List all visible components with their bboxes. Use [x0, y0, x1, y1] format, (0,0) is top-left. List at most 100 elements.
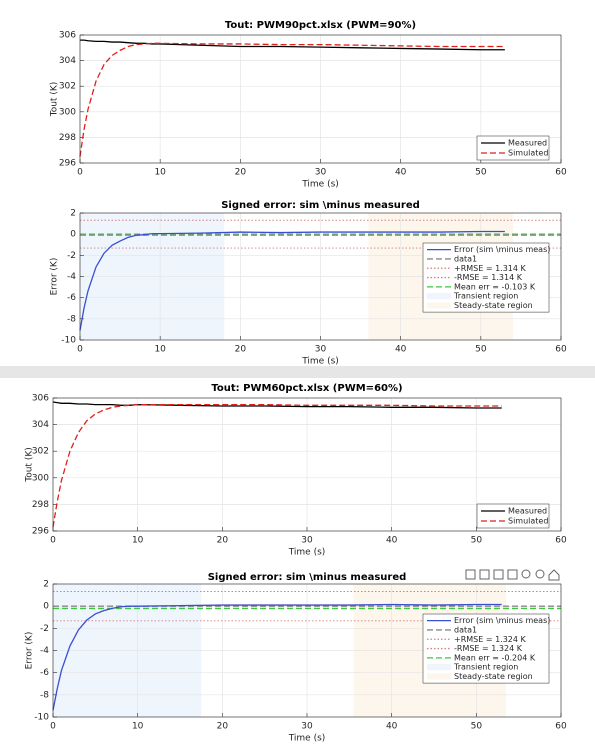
axes: 0 10 20 30 40 50 60 296 298 300 302 304 306 Tout: PWM…: [25, 383, 567, 558]
x-tick-label: 0: [50, 722, 56, 732]
legend-box: [476, 503, 550, 529]
x-tick-label: 0: [50, 536, 56, 546]
legend-swatch: [427, 673, 451, 680]
legend-label: Error (sim \minus meas): [454, 245, 550, 254]
y-tick-label: -6: [40, 668, 49, 678]
legend-label: +RMSE = 1.314 K: [454, 264, 527, 273]
x-tick-label: 60: [555, 536, 567, 546]
x-tick-label: 0: [77, 168, 83, 178]
axes-toolbar[interactable]: [465, 569, 560, 581]
legend-label: Transient region: [453, 292, 518, 301]
y-tick-label: -10: [61, 336, 76, 346]
x-tick-label: 10: [132, 722, 144, 732]
chart-title: Tout: PWM60pct.xlsx (PWM=60%): [211, 383, 402, 394]
y-tick-label: 0: [43, 602, 49, 612]
legend-label: +RMSE = 1.324 K: [454, 635, 527, 644]
x-axis-label: Time (s): [288, 548, 326, 558]
toolbar-button[interactable]: [465, 569, 476, 580]
legend-label: Mean err = -0.103 K: [454, 282, 536, 291]
y-tick-label: -10: [34, 713, 49, 723]
x-tick-label: 50: [471, 722, 483, 732]
legend-label: Simulated: [508, 149, 548, 158]
x-tick-label: 60: [555, 345, 567, 355]
x-tick-label: 20: [235, 168, 247, 178]
y-tick-label: 298: [32, 500, 49, 510]
y-tick-label: -6: [67, 293, 76, 303]
legend-label: Measured: [508, 507, 547, 516]
axes-box: [52, 583, 562, 718]
x-tick-label: 60: [555, 168, 567, 178]
x-tick-label: 60: [555, 722, 567, 732]
y-tick-label: 304: [59, 56, 76, 66]
legend-label: Measured: [508, 139, 547, 148]
x-tick-label: 30: [315, 168, 327, 178]
toolbar-button[interactable]: [548, 569, 560, 581]
y-tick-label: 302: [32, 447, 49, 457]
y-axis-label: Tout (K): [25, 447, 35, 483]
x-tick-label: 30: [301, 536, 313, 546]
axes-box: [79, 34, 562, 164]
y-tick-label: 300: [59, 107, 76, 117]
y-tick-label: -8: [67, 314, 76, 324]
chart-title: Tout: PWM90pct.xlsx (PWM=90%): [225, 20, 416, 31]
x-axis-label: Time (s): [301, 180, 339, 190]
chart-title: Signed error: sim \minus measured: [208, 572, 407, 583]
legend-label: data1: [454, 625, 477, 634]
x-tick-label: 50: [471, 536, 483, 546]
y-tick-label: 296: [32, 527, 49, 537]
y-tick-label: -2: [67, 251, 76, 261]
x-axis-label: Time (s): [301, 357, 339, 367]
toolbar-button[interactable]: [493, 569, 504, 580]
y-tick-label: 302: [59, 82, 76, 92]
chart-title: Signed error: sim \minus measured: [221, 200, 420, 211]
toolbar-button[interactable]: [521, 569, 531, 579]
x-tick-label: 10: [154, 168, 166, 178]
legend-label: Steady-state region: [454, 301, 533, 310]
series-line: [79, 42, 505, 157]
y-tick-label: -8: [40, 690, 49, 700]
legend-label: -RMSE = 1.314 K: [454, 273, 523, 282]
x-tick-label: 10: [132, 536, 144, 546]
legend-box: [476, 135, 550, 161]
x-tick-label: 40: [395, 168, 407, 178]
x-tick-label: 20: [235, 345, 247, 355]
axes-box: [79, 212, 562, 341]
y-tick-label: 2: [43, 580, 49, 590]
y-tick-label: -2: [40, 624, 49, 634]
y-tick-label: 300: [32, 473, 49, 483]
legend-label: Simulated: [508, 517, 548, 526]
y-axis-label: Error (K): [25, 632, 35, 670]
series-line: [52, 603, 502, 711]
x-tick-label: 20: [217, 722, 229, 732]
x-tick-label: 0: [77, 345, 83, 355]
y-tick-label: 0: [70, 230, 76, 240]
series-line: [52, 404, 502, 528]
legend-label: Error (sim \minus meas): [454, 616, 550, 625]
series-line: [79, 230, 505, 331]
x-tick-label: 30: [301, 722, 313, 732]
toolbar-button[interactable]: [535, 569, 545, 579]
y-tick-label: 306: [32, 394, 49, 404]
legend-swatch: [427, 302, 451, 309]
y-tick-label: 306: [59, 31, 76, 41]
y-tick-label: -4: [40, 646, 49, 656]
y-axis-label: Error (K): [50, 258, 60, 296]
x-tick-label: 40: [395, 345, 407, 355]
legend-box: [422, 242, 550, 313]
x-tick-label: 30: [315, 345, 327, 355]
toolbar-button[interactable]: [507, 569, 518, 580]
axes: 0 10 20 30 40 50 60 -10 -8 -6 -4 -2 0 2 Signed error: …: [50, 200, 567, 367]
toolbar-button[interactable]: [479, 569, 490, 580]
legend-label: data1: [454, 254, 477, 263]
legend-label: -RMSE = 1.324 K: [454, 644, 523, 653]
x-tick-label: 10: [154, 345, 166, 355]
series-line: [80, 39, 505, 51]
y-tick-label: 304: [32, 420, 49, 430]
legend-swatch: [427, 664, 451, 671]
legend-box: [422, 613, 550, 684]
x-axis-label: Time (s): [288, 734, 326, 744]
legend-label: Transient region: [453, 663, 518, 672]
